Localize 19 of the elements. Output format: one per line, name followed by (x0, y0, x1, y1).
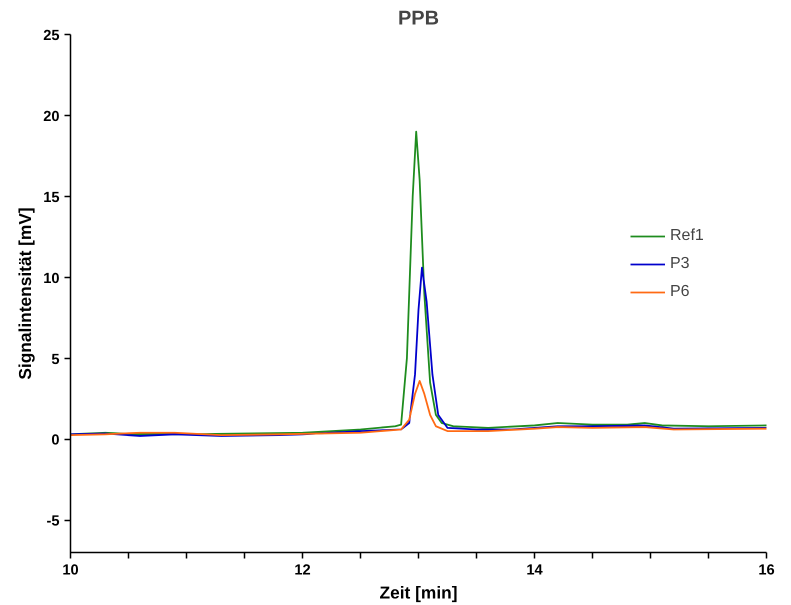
y-tick-label: -5 (46, 514, 60, 530)
legend-label: P3 (670, 255, 690, 273)
y-tick-label: 25 (43, 28, 60, 44)
x-tick-label: 16 (758, 562, 775, 578)
line-series (70, 380, 766, 436)
y-tick-label: 15 (43, 190, 60, 206)
x-tick-label: 12 (294, 562, 311, 578)
x-axis-title: Zeit [min] (380, 582, 458, 602)
legend-label: P6 (670, 283, 690, 301)
y-axis-title: Signalintensität [mV] (15, 207, 36, 380)
x-tick-label: 14 (526, 562, 544, 578)
y-tick-label: 5 (51, 352, 60, 368)
x-tick-label: 10 (62, 562, 79, 578)
y-tick-label: 10 (43, 270, 60, 287)
y-tick-label: 0 (51, 432, 60, 449)
y-tick-label: 20 (43, 108, 60, 125)
line-series (70, 266, 766, 437)
chart-title: PPB (398, 8, 440, 30)
legend-label: Ref1 (670, 227, 704, 245)
